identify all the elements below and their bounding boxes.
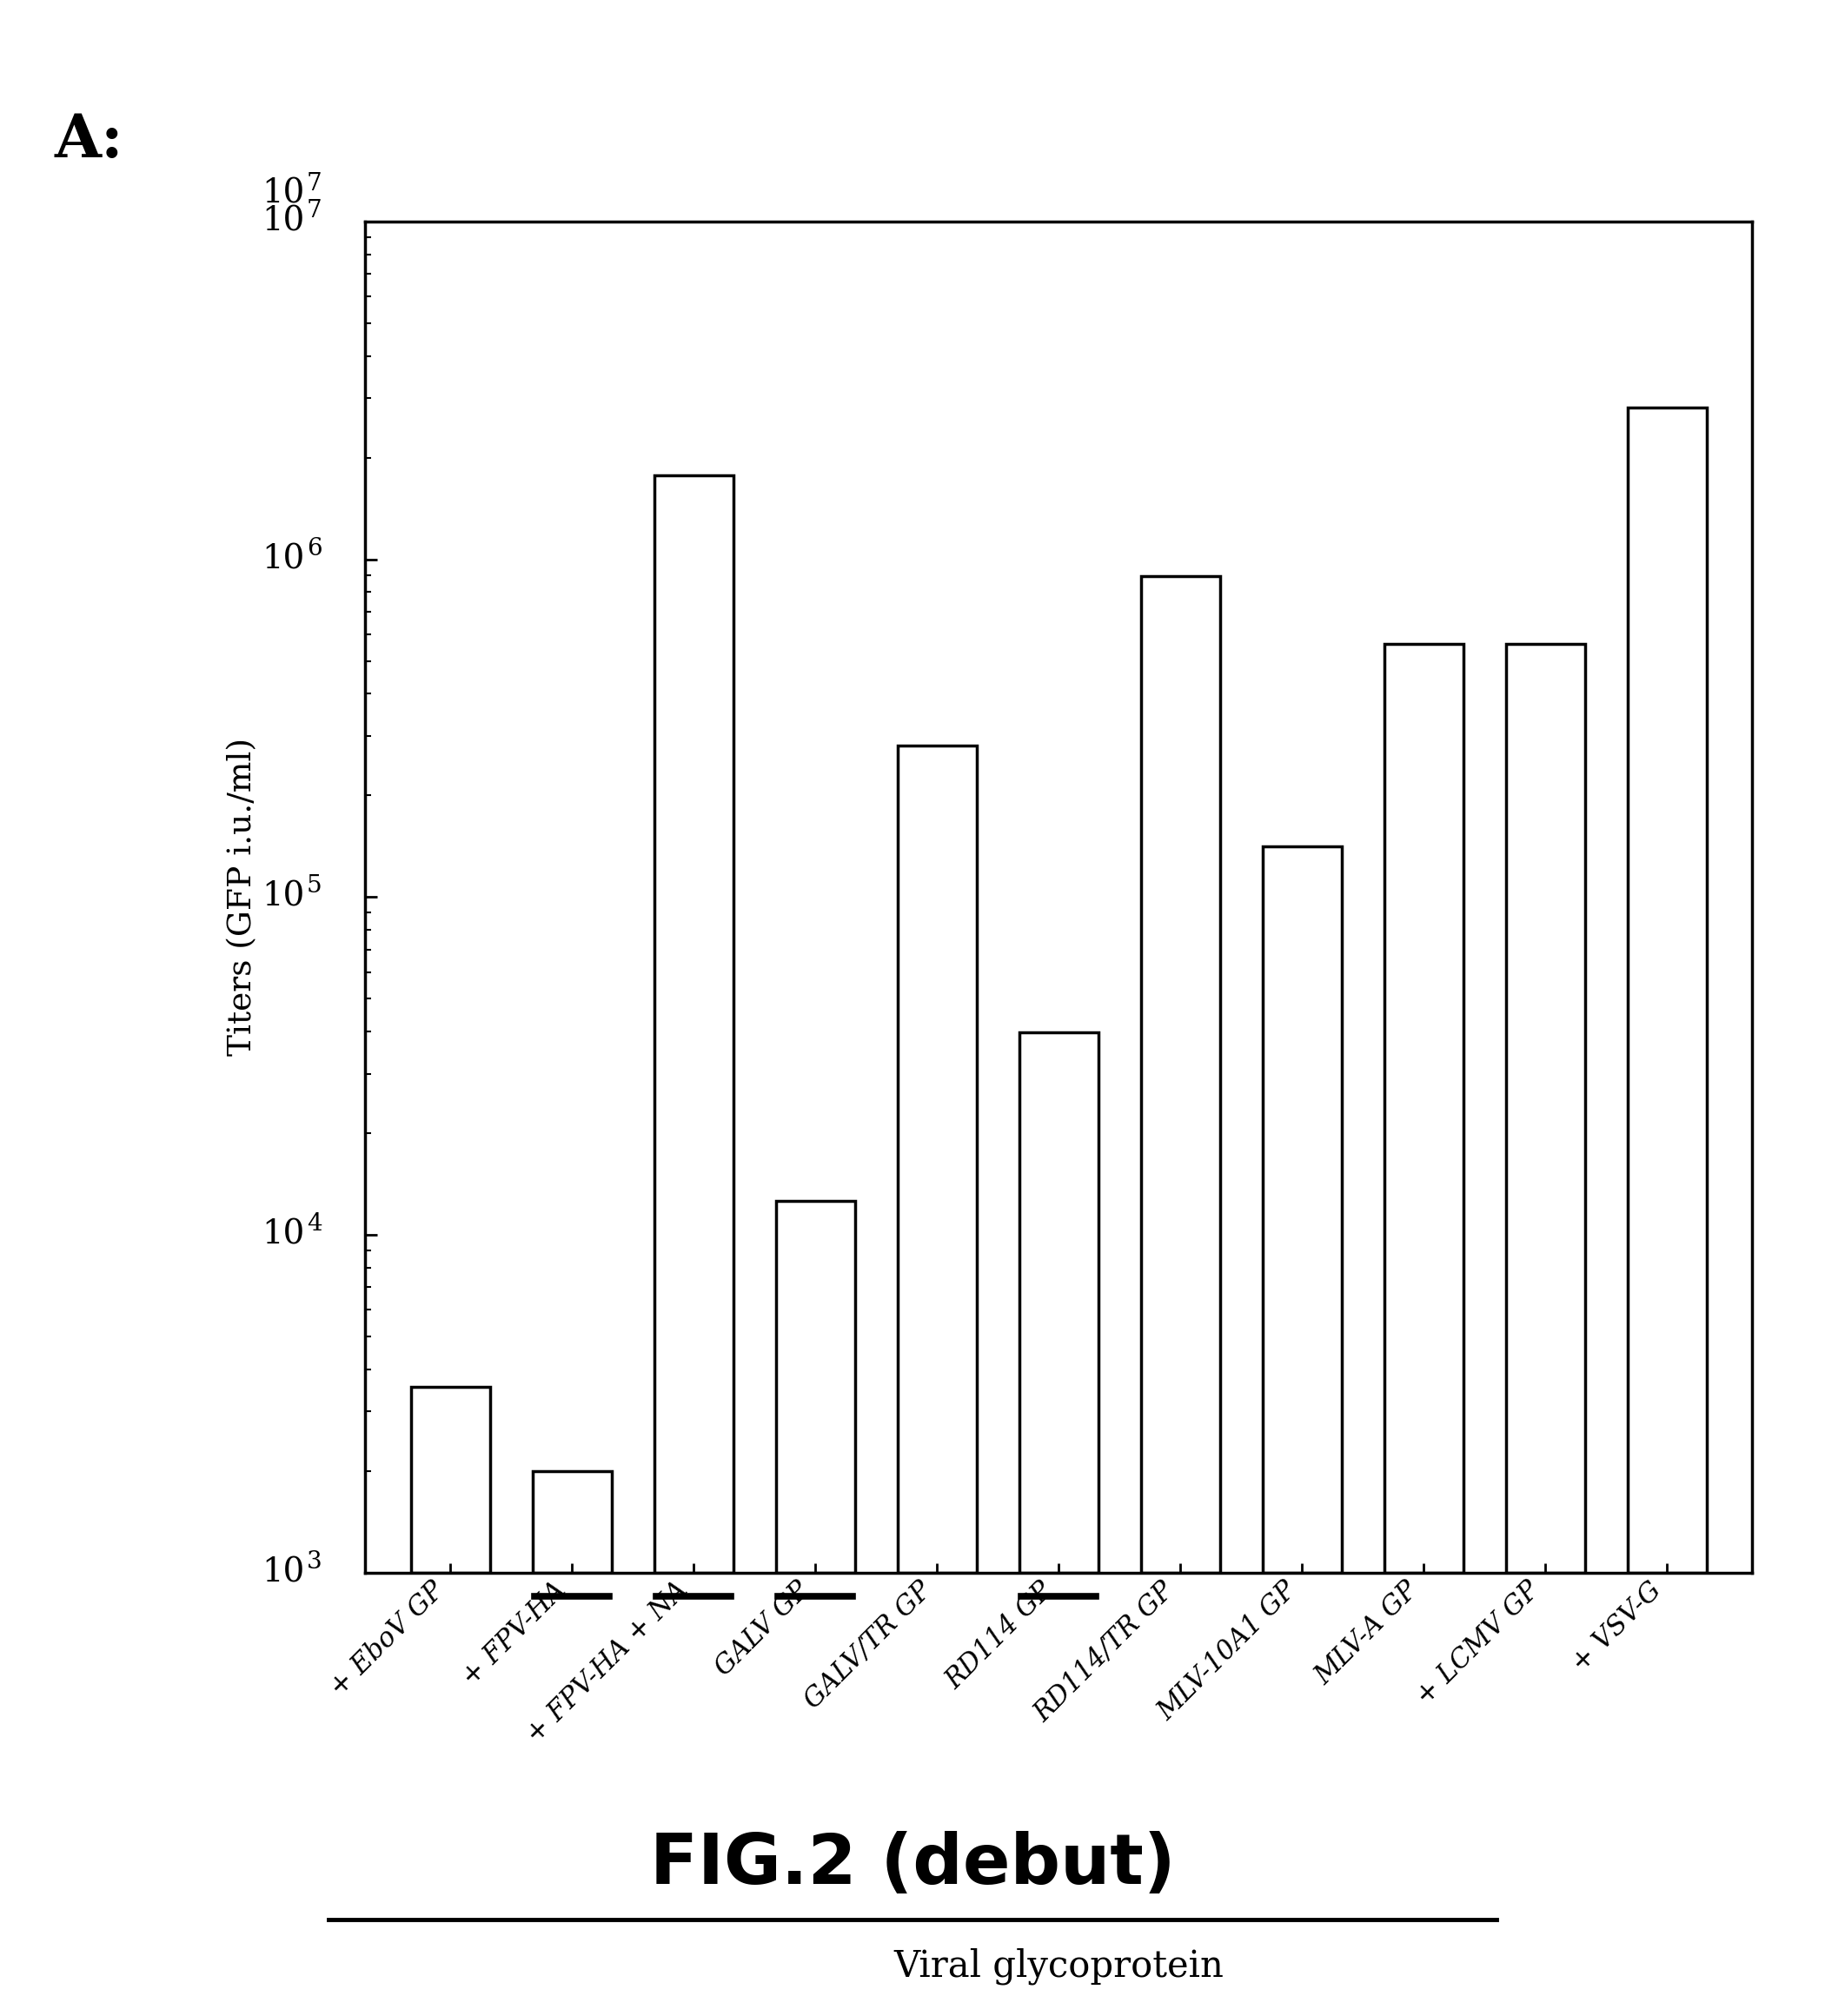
Text: A:: A: xyxy=(55,111,124,169)
Bar xyxy=(1628,407,1706,1572)
Text: 10: 10 xyxy=(261,544,305,575)
Text: 10: 10 xyxy=(261,1556,305,1589)
Bar xyxy=(1263,847,1341,1572)
Bar xyxy=(533,1472,611,1572)
Text: 4: 4 xyxy=(307,1212,321,1236)
Text: FIG.2 (debut): FIG.2 (debut) xyxy=(650,1831,1175,1899)
Bar xyxy=(898,746,976,1572)
Y-axis label: Titers (GFP i.u./ml): Titers (GFP i.u./ml) xyxy=(226,738,257,1056)
Bar xyxy=(411,1387,489,1572)
Text: 10: 10 xyxy=(261,177,305,210)
Text: 3: 3 xyxy=(307,1550,321,1572)
Text: 7: 7 xyxy=(307,200,321,222)
Bar xyxy=(1141,577,1219,1572)
Bar xyxy=(653,476,734,1572)
Text: 7: 7 xyxy=(307,171,321,196)
Text: 10: 10 xyxy=(261,881,305,913)
Text: 10: 10 xyxy=(261,206,305,238)
Text: 10: 10 xyxy=(261,1220,305,1250)
Bar xyxy=(776,1202,854,1572)
X-axis label: Viral glycoprotein: Viral glycoprotein xyxy=(894,1947,1223,1984)
Bar xyxy=(1506,643,1584,1572)
Text: 6: 6 xyxy=(307,536,321,560)
Text: 5: 5 xyxy=(307,875,321,897)
Bar xyxy=(1383,643,1464,1572)
Bar xyxy=(1018,1032,1099,1572)
